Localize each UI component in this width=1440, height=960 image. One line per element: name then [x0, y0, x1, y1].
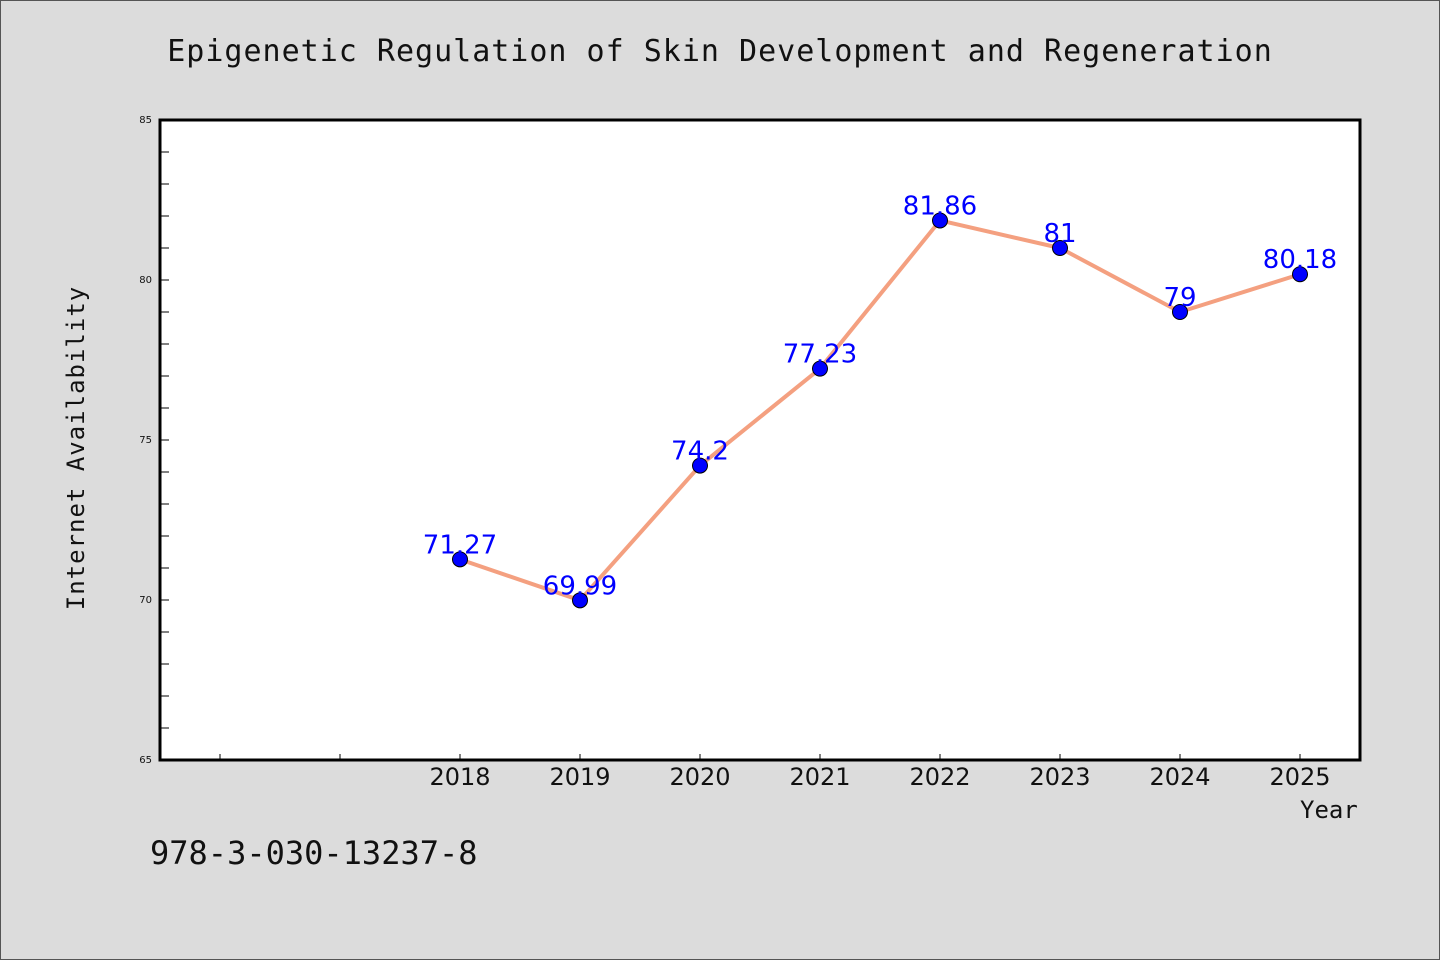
x-tick-label: 2023 — [1029, 763, 1090, 791]
y-tick-label: 75 — [139, 435, 152, 446]
data-point — [1052, 240, 1068, 256]
data-point — [692, 457, 708, 474]
data-point — [452, 551, 468, 568]
y-tick-label: 70 — [139, 595, 152, 606]
x-tick-label: 2018 — [429, 763, 490, 791]
data-points — [452, 212, 1308, 609]
footer-code: 978-3-030-13237-8 — [150, 834, 478, 872]
x-tick-label: 2022 — [909, 763, 970, 791]
series-line — [459, 218, 1301, 603]
data-label: 77.23 — [783, 340, 857, 370]
x-tick-label: 2019 — [549, 763, 610, 791]
x-tick-label: 2020 — [669, 763, 730, 791]
y-tick-label: 80 — [139, 275, 152, 286]
x-axis: 2018 2019 2020 2021 2022 2023 2024 2025 — [219, 754, 1331, 791]
x-tick-label: 2025 — [1269, 763, 1330, 791]
data-point — [1292, 266, 1308, 283]
y-axis: 65 70 75 80 85 — [139, 115, 169, 766]
data-point — [932, 212, 948, 229]
data-point — [812, 360, 828, 377]
y-tick-label: 65 — [139, 755, 152, 766]
x-tick-label: 2024 — [1149, 763, 1210, 791]
data-label: 81.86 — [903, 191, 977, 221]
plot-area — [158, 118, 1362, 762]
data-labels: 71.27 69.99 74.2 77.23 81.86 81 79 80.18 — [423, 191, 1337, 601]
data-label: 71.27 — [423, 530, 497, 560]
data-label: 80.18 — [1263, 245, 1337, 275]
data-label: 74.2 — [671, 437, 729, 467]
data-point — [572, 592, 588, 609]
chart-title: Epigenetic Regulation of Skin Developmen… — [167, 34, 1273, 69]
x-axis-label: Year — [1300, 796, 1358, 824]
x-tick-label: 2021 — [789, 763, 850, 791]
y-tick-label: 85 — [139, 115, 152, 126]
data-label: 79 — [1163, 283, 1196, 313]
data-point — [1172, 304, 1188, 320]
data-label: 69.99 — [543, 571, 617, 601]
data-label: 81 — [1043, 219, 1076, 249]
